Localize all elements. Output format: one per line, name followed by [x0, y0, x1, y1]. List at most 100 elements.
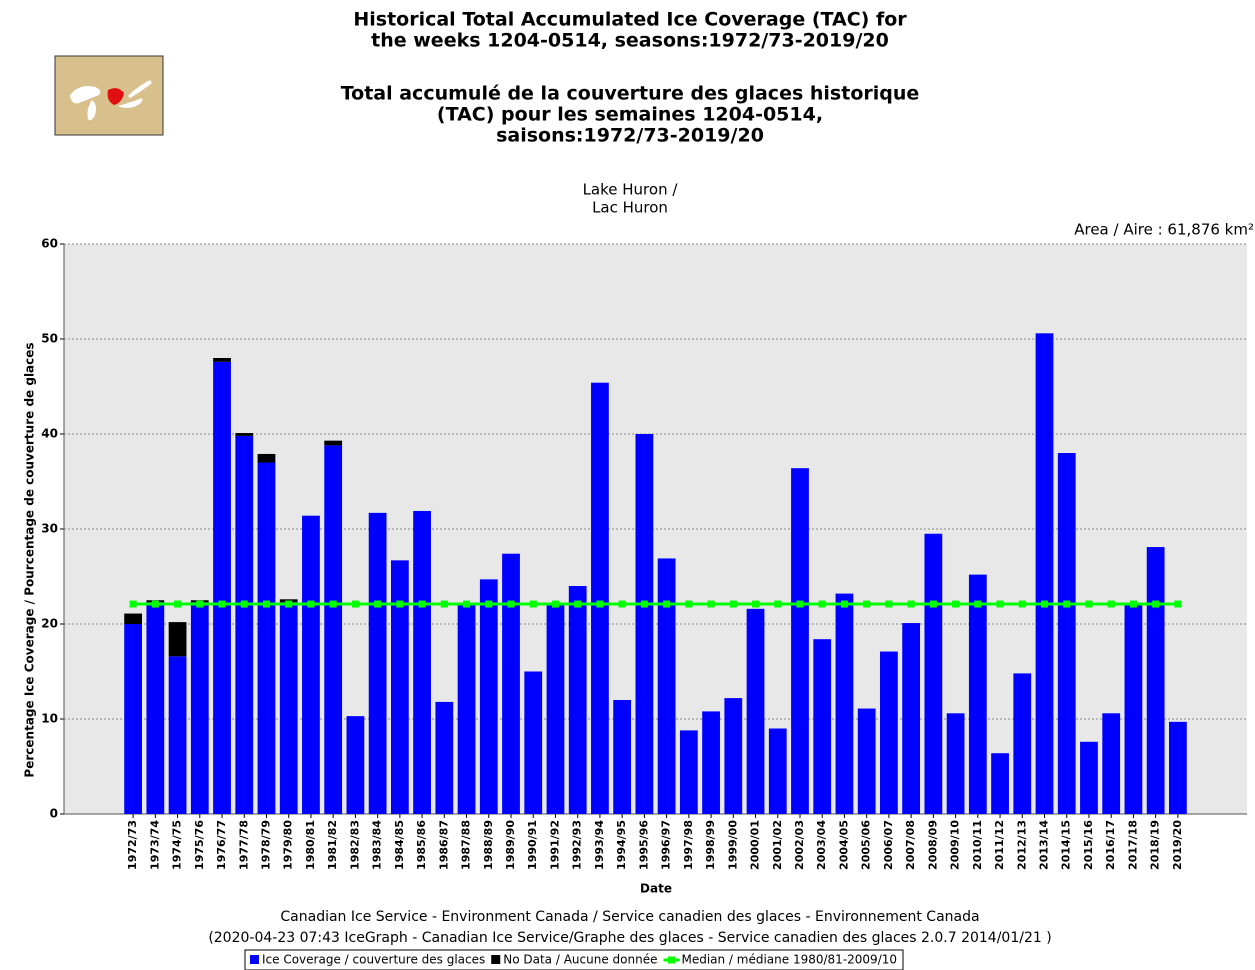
bar [235, 433, 254, 436]
bar [813, 639, 832, 814]
legend-swatch [667, 956, 675, 964]
median-marker [974, 600, 982, 608]
median-marker [840, 600, 848, 608]
median-marker [218, 600, 226, 608]
legend-swatch [491, 955, 501, 964]
x-tick-label: 1992/93 [571, 820, 584, 870]
y-tick-label: 30 [41, 522, 58, 536]
median-marker [463, 600, 471, 608]
x-tick-label: 1989/90 [504, 820, 517, 870]
x-tick-label: 2008/09 [926, 820, 939, 870]
x-tick-label: 2010/11 [971, 820, 984, 870]
bar [880, 651, 898, 814]
bar [657, 558, 676, 814]
x-tick-label: 1994/95 [615, 820, 628, 870]
median-marker [396, 600, 404, 608]
bar [324, 445, 343, 814]
bar [346, 716, 365, 814]
median-marker [1174, 600, 1182, 608]
x-tick-label: 1977/78 [237, 820, 250, 870]
median-marker [1107, 600, 1115, 608]
bar [635, 434, 654, 814]
median-marker [440, 600, 448, 608]
x-tick-label: 1990/91 [526, 820, 539, 870]
median-marker [707, 600, 715, 608]
title-fr: (TAC) pour les semaines 1204-0514, [437, 104, 823, 126]
median-marker [952, 600, 960, 608]
y-axis-label: Percentage Ice Coverage / Pourcentage de… [23, 342, 37, 777]
x-tick-label: 1975/76 [193, 820, 206, 870]
median-marker [240, 600, 248, 608]
bar [591, 382, 609, 814]
median-marker [818, 600, 826, 608]
median-marker [929, 600, 937, 608]
median-marker [307, 600, 315, 608]
bar [613, 700, 632, 814]
bar [902, 623, 921, 814]
y-tick-label: 20 [41, 617, 58, 631]
x-tick-label: 2009/10 [949, 820, 962, 870]
median-marker [796, 600, 804, 608]
x-tick-label: 1979/80 [282, 820, 295, 870]
median-marker [1063, 600, 1071, 608]
x-tick-label: 1991/92 [548, 820, 561, 870]
x-tick-label: 1983/84 [371, 820, 384, 870]
bar [413, 510, 431, 814]
y-tick-label: 40 [41, 427, 58, 441]
median-marker [685, 600, 693, 608]
bar [168, 622, 187, 657]
bar [213, 361, 231, 814]
bar [835, 593, 854, 814]
median-marker [329, 600, 337, 608]
x-tick-label: 1996/97 [660, 820, 673, 870]
median-marker [351, 600, 359, 608]
median-marker [1085, 600, 1093, 608]
y-tick-label: 60 [41, 237, 58, 251]
bar [1013, 673, 1032, 814]
bar [1124, 605, 1143, 814]
legend-label: No Data / Aucune donnée [503, 953, 657, 967]
median-marker [151, 600, 159, 608]
x-tick-label: 1973/74 [148, 820, 161, 870]
x-tick-label: 2004/05 [837, 820, 850, 870]
bar [190, 602, 209, 814]
y-tick-label: 10 [41, 712, 58, 726]
median-marker [618, 600, 626, 608]
bar [857, 708, 876, 814]
x-tick-label: 2015/16 [1082, 820, 1095, 870]
x-tick-label: 2007/08 [904, 820, 917, 870]
median-marker [752, 600, 760, 608]
x-tick-label: 2018/19 [1149, 820, 1162, 870]
bar [213, 358, 231, 362]
bar [746, 608, 765, 814]
bar [435, 701, 454, 814]
x-tick-label: 1998/99 [704, 820, 717, 870]
y-tick-label: 50 [41, 332, 58, 346]
x-tick-label: 2014/15 [1060, 820, 1073, 870]
x-tick-label: 2013/14 [1038, 820, 1051, 870]
median-marker [196, 600, 204, 608]
legend-label: Median / médiane 1980/81-2009/10 [681, 953, 897, 967]
footer: Canadian Ice Service - Environment Canad… [280, 909, 979, 925]
bar [679, 730, 698, 814]
median-marker [485, 600, 493, 608]
bar [1035, 333, 1054, 814]
x-tick-label: 1999/00 [726, 820, 739, 870]
bar [457, 605, 476, 814]
x-tick-label: 1986/87 [437, 820, 450, 870]
bar [479, 579, 498, 814]
legend-box [244, 949, 904, 970]
median-marker [1041, 600, 1049, 608]
x-tick-label: 1995/96 [637, 820, 650, 870]
x-tick-label: 2005/06 [860, 820, 873, 870]
bar [702, 711, 720, 814]
bar [257, 462, 276, 814]
median-marker [907, 600, 915, 608]
bar [502, 553, 520, 814]
bar [1102, 713, 1121, 814]
x-tick-label: 2006/07 [882, 820, 895, 870]
bar [279, 602, 298, 814]
x-tick-label: 1981/82 [326, 820, 339, 870]
x-axis-label: Date [640, 882, 672, 896]
